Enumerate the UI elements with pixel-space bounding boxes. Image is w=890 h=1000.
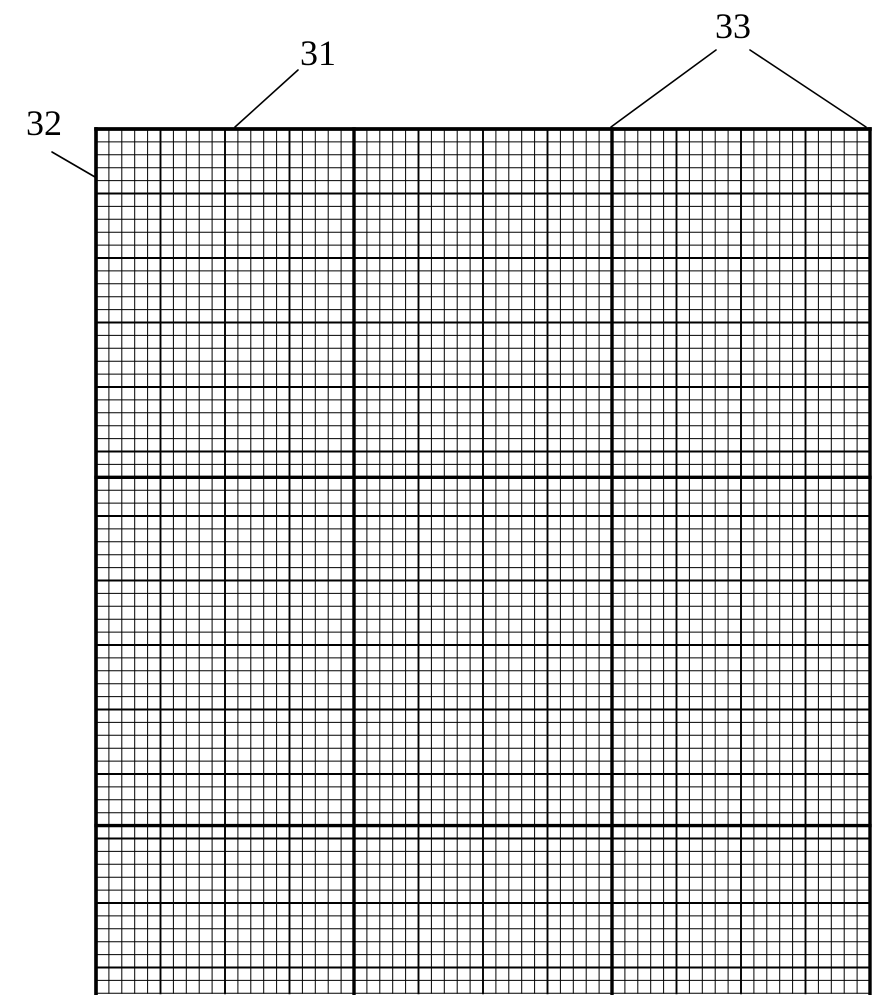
callout-labels: 31 32 33 [26, 6, 751, 143]
callout-leaders [52, 50, 866, 177]
callout-leader-co-33b [750, 50, 866, 127]
label-32: 32 [26, 103, 62, 143]
callout-leader-co-32 [52, 152, 95, 177]
callout-leader-co-31 [235, 70, 298, 127]
label-31: 31 [300, 33, 336, 73]
grid [96, 129, 870, 993]
label-33: 33 [715, 6, 751, 46]
callout-leader-co-33a [611, 50, 716, 127]
figure-svg: 31 32 33 [0, 0, 890, 1000]
